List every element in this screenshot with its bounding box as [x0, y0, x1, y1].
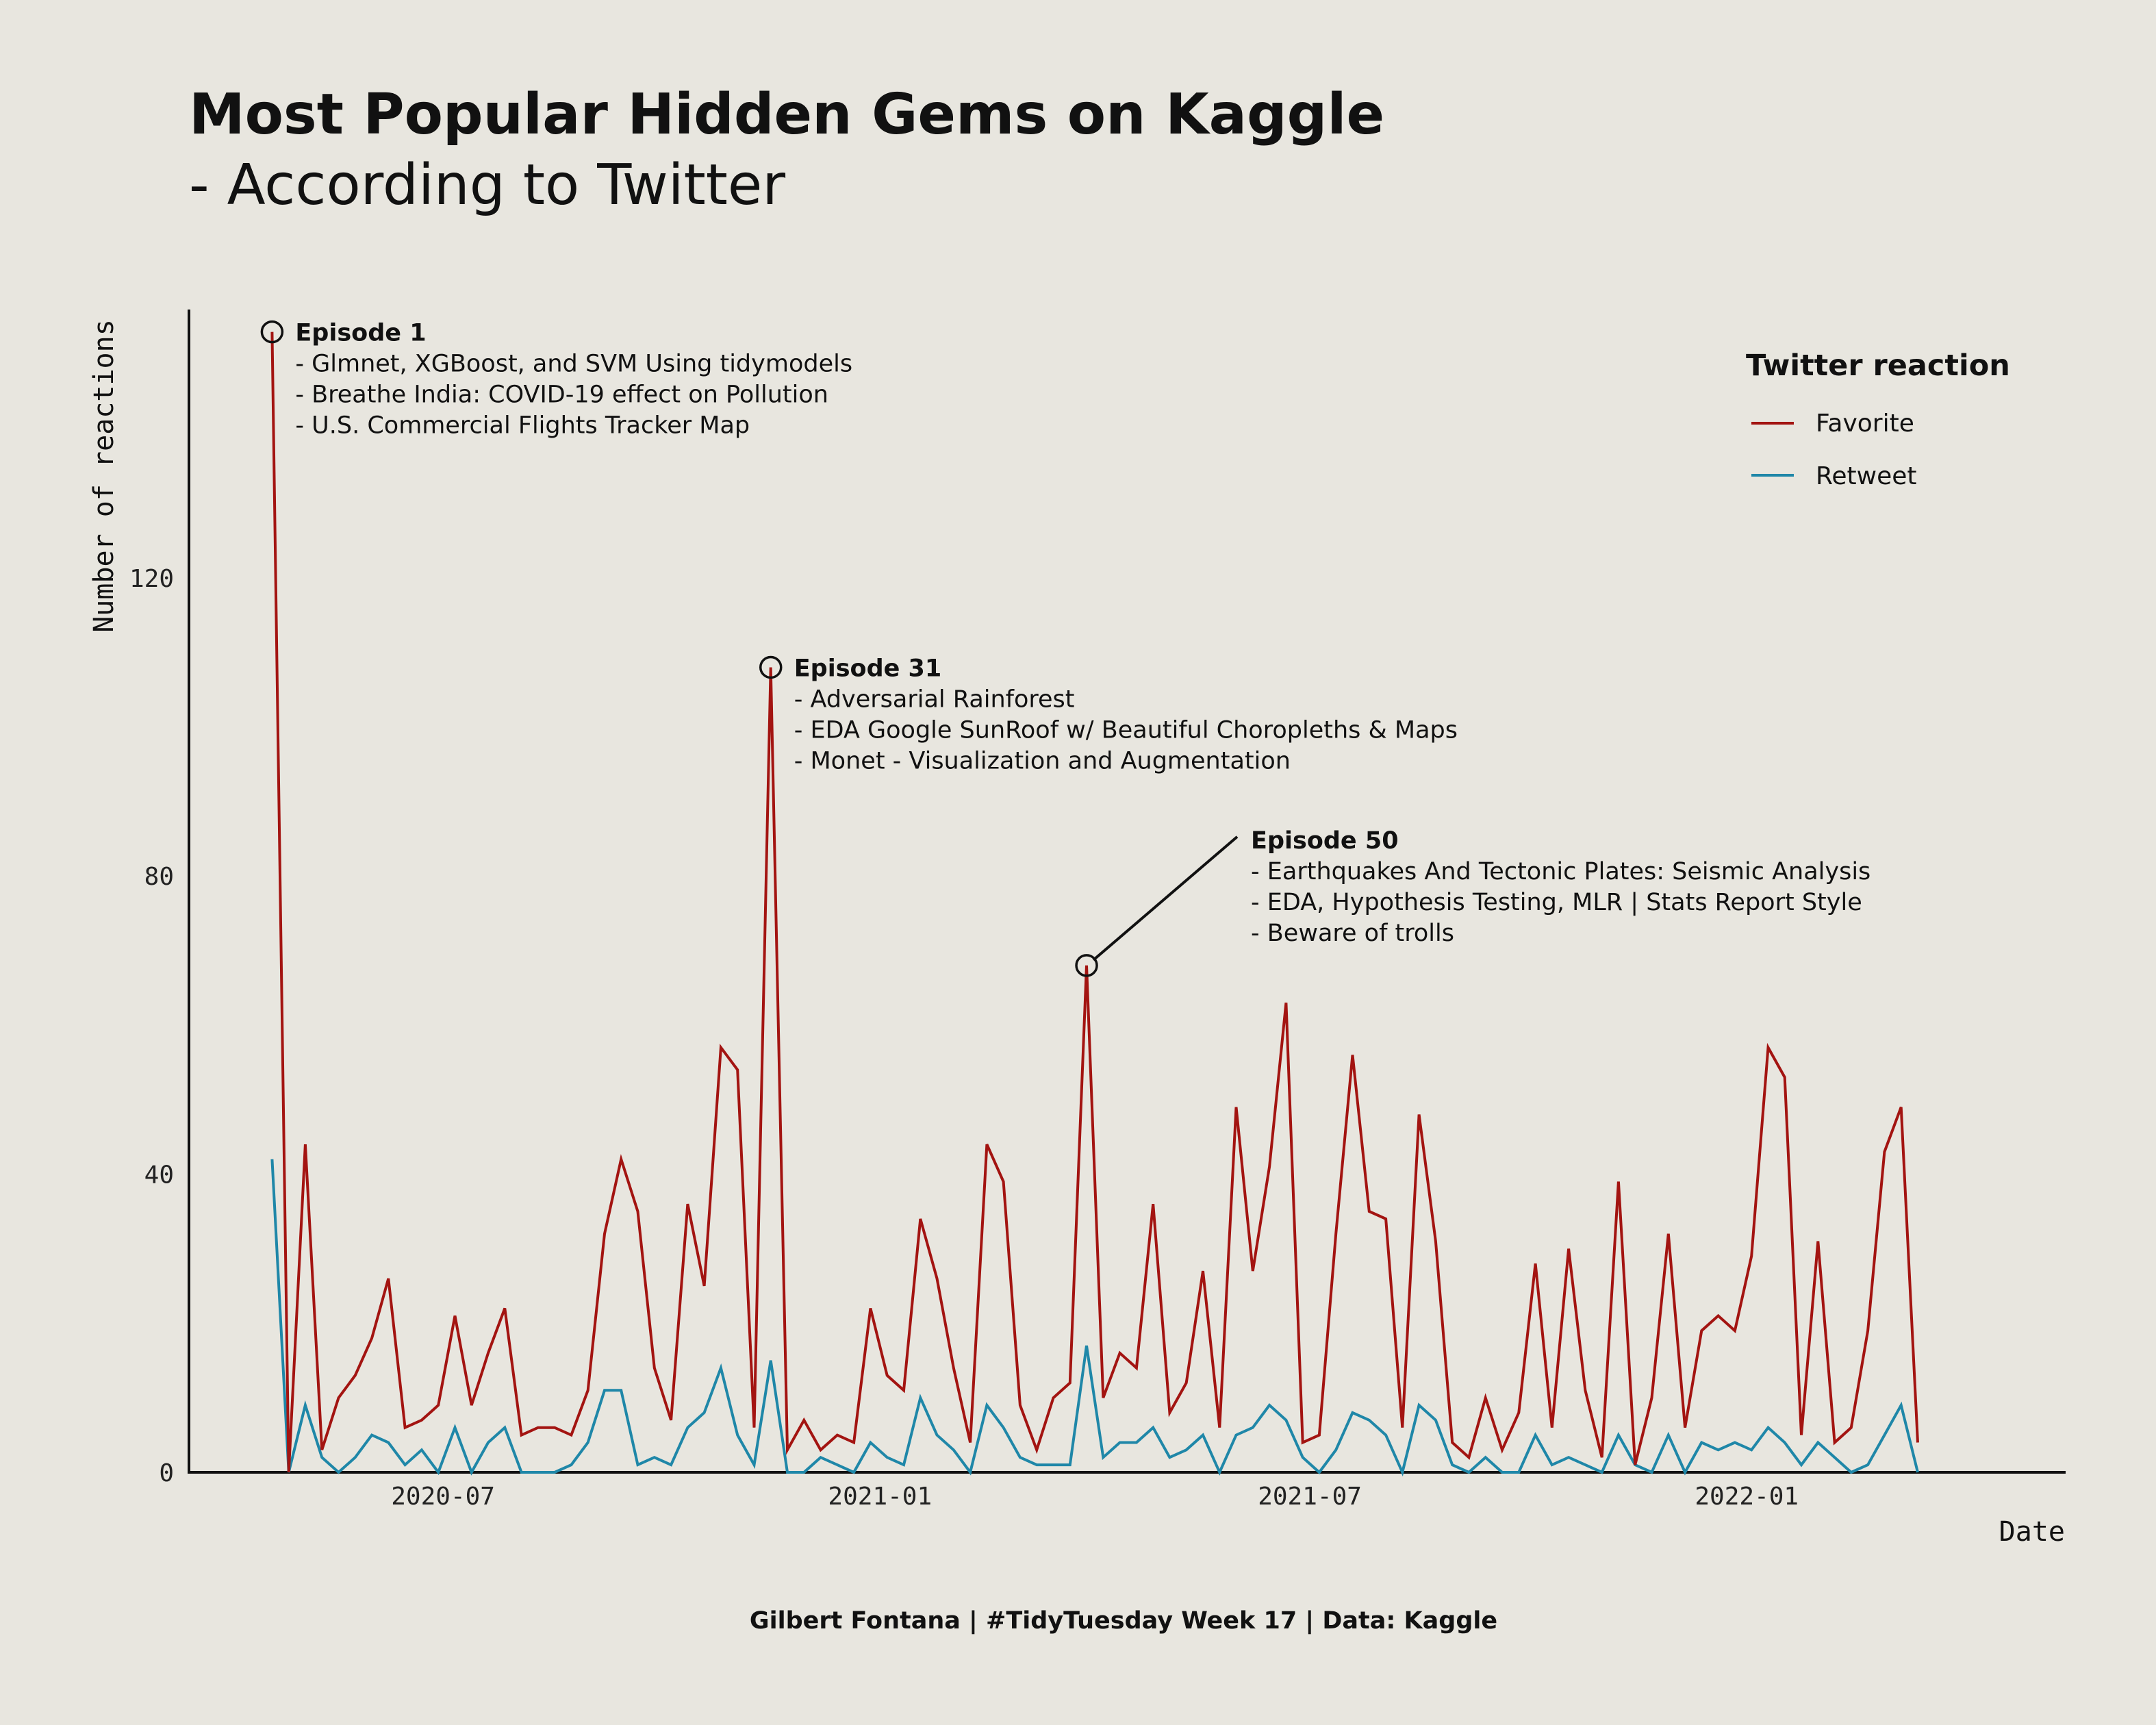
favorite-series-line [270, 331, 1919, 1473]
x-axis-label: Date [1999, 1516, 2065, 1548]
annotation-line: - Monet - Visualization and Augmentation [794, 747, 1291, 775]
annotation-line: - Breathe India: COVID-19 effect on Poll… [295, 381, 828, 409]
annotation-heading: Episode 50 [1251, 827, 1399, 855]
annotation-marker [260, 320, 284, 344]
annotation-line: - Glmnet, XGBoost, and SVM Using tidymod… [295, 351, 852, 378]
annotation-line: - Beware of trolls [1251, 920, 1454, 947]
annotations: Episode 1 - Glmnet, XGBoost, and SVM Usin… [260, 320, 1870, 977]
y-tick-label: 80 [144, 863, 174, 891]
annotation-marker [759, 655, 783, 679]
x-tick-label: 2021-01 [828, 1483, 932, 1511]
retweet-series-line [270, 1159, 1919, 1477]
annotation-line: - Earthquakes And Tectonic Plates: Seism… [1251, 858, 1870, 885]
caption: Gilbert Fontana | #TidyTuesday Week 17 |… [750, 1607, 1497, 1635]
annotation-heading: Episode 31 [794, 655, 942, 682]
annotation-line: - Adversarial Rainforest [794, 685, 1075, 713]
annotation-line: - U.S. Commercial Flights Tracker Map [295, 412, 750, 440]
annotation-episode: Episode 31 - Adversarial Rainforest - EDA … [759, 655, 1458, 775]
annotation-line: - EDA Google SunRoof w/ Beautiful Chorop… [794, 716, 1458, 744]
annotation-episode: Episode 50 - Earthquakes And Tectonic Pla… [1075, 827, 1870, 977]
chart-title: Most Popular Hidden Gems on Kaggle [189, 82, 1384, 147]
legend-retweet-label: Retweet [1816, 462, 1917, 490]
legend-favorite-label: Favorite [1816, 410, 1914, 438]
annotation-line: - EDA, Hypothesis Testing, MLR | Stats R… [1251, 889, 1862, 916]
x-tick-label: 2021-07 [1258, 1483, 1362, 1511]
annotation-heading: Episode 1 [295, 320, 426, 347]
y-ticks: 0 40 80 120 [129, 565, 174, 1487]
legend-title: Twitter reaction [1746, 349, 2010, 383]
x-tick-label: 2020-07 [391, 1483, 495, 1511]
y-tick-label: 40 [144, 1161, 174, 1189]
x-ticks: 2020-07 2021-01 2021-07 2022-01 [391, 1483, 1799, 1511]
annotation-connector [1092, 835, 1239, 961]
y-tick-label: 0 [159, 1459, 174, 1487]
x-tick-label: 2022-01 [1695, 1483, 1799, 1511]
y-axis-label: Number of reactions [88, 319, 120, 633]
y-tick-label: 120 [129, 565, 174, 593]
legend: Twitter reaction Favorite Retweet [1746, 349, 2010, 490]
annotation-marker [1075, 954, 1098, 977]
chart-subtitle: - According to Twitter [189, 153, 785, 218]
annotation-episode: Episode 1 - Glmnet, XGBoost, and SVM Usin… [260, 320, 852, 440]
